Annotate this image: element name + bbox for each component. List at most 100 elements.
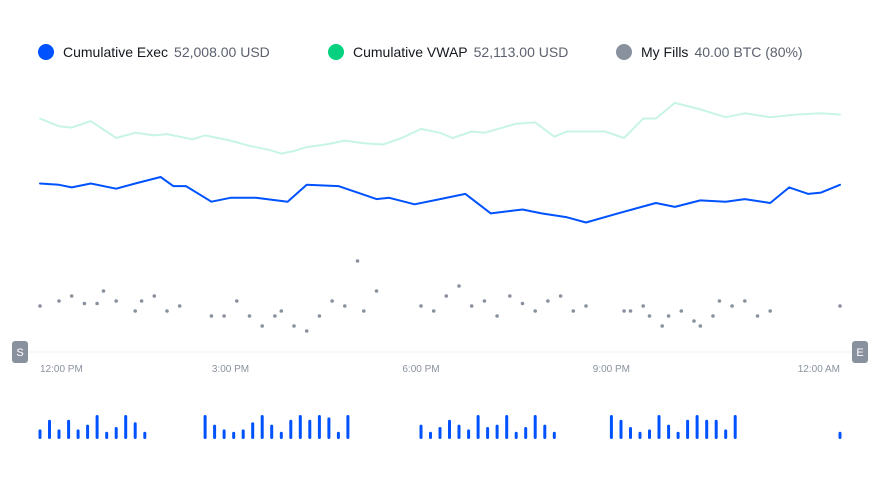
volume-bar — [448, 419, 451, 439]
volume-bar — [48, 419, 51, 439]
fill-point — [355, 259, 360, 263]
x-axis-ticks: 12:00 PM 3:00 PM 6:00 PM 9:00 PM 12:00 AM — [40, 364, 840, 375]
fill-point — [139, 299, 144, 303]
volume-bar — [638, 431, 642, 439]
volume-bar — [695, 415, 699, 439]
fill-point — [571, 309, 576, 313]
fills-scatter-group — [38, 259, 842, 333]
legend-item-cumulative-exec: Cumulative Exec 52,008.00 USD — [38, 40, 270, 64]
exec-series-line — [39, 176, 841, 224]
volume-bar — [251, 422, 255, 439]
legend-value: 52,113.00 USD — [473, 44, 569, 60]
fill-point — [711, 314, 715, 318]
legend-value: 40.00 BTC (80%) — [694, 44, 803, 60]
legend-label: Cumulative VWAP — [353, 44, 468, 60]
fill-point — [660, 324, 664, 328]
volume-bar — [270, 424, 274, 439]
volume-bar — [552, 431, 556, 439]
volume-bar — [279, 431, 283, 439]
fill-point — [743, 299, 747, 303]
volume-bar — [667, 424, 671, 439]
fill-point — [692, 319, 696, 323]
fill-point — [209, 314, 214, 318]
fill-point — [584, 304, 588, 308]
fill-point — [330, 299, 334, 303]
volume-bar — [232, 431, 236, 439]
volume-bar — [38, 429, 42, 439]
legend-value: 52,008.00 USD — [174, 44, 270, 60]
volume-bar — [67, 419, 71, 439]
fill-point — [279, 309, 284, 313]
volume-bar — [308, 419, 312, 439]
volume-bar — [609, 415, 613, 439]
x-tick-label: 9:00 PM — [593, 364, 630, 375]
fill-point — [431, 309, 436, 313]
fill-point — [717, 299, 722, 303]
fill-point — [647, 314, 652, 318]
fill-point — [101, 289, 106, 293]
volume-bar — [124, 415, 128, 439]
range-end-handle-box[interactable] — [852, 341, 868, 363]
fill-point — [82, 301, 87, 306]
fill-point — [247, 314, 252, 318]
range-end-handle[interactable]: E — [852, 341, 868, 363]
volume-bars-group — [38, 415, 842, 439]
fill-point — [222, 314, 226, 318]
x-tick-label: 12:00 AM — [798, 364, 840, 375]
fill-point — [177, 304, 182, 308]
chart-legend: Cumulative Exec 52,008.00 USD Cumulative… — [38, 40, 860, 64]
volume-bar — [543, 424, 547, 439]
fill-point — [133, 309, 137, 313]
x-tick-label: 12:00 PM — [40, 364, 83, 375]
fill-point — [57, 299, 61, 303]
fill-point — [152, 294, 157, 298]
legend-label: My Fills — [641, 44, 689, 60]
volume-bar — [438, 427, 442, 439]
volume-bar — [457, 424, 461, 439]
volume-bar — [648, 429, 651, 439]
legend-dot-fills-icon — [616, 44, 632, 60]
volume-bar — [838, 431, 842, 439]
range-start-handle-label: S — [16, 347, 23, 359]
volume-bar — [213, 424, 217, 439]
volume-bar — [724, 429, 728, 439]
exec-line-group — [39, 176, 841, 224]
fill-point — [755, 314, 760, 318]
volume-bar — [486, 427, 490, 439]
fill-point — [114, 299, 118, 303]
fill-point — [558, 294, 563, 298]
fill-point — [343, 304, 347, 308]
volume-bar — [533, 415, 537, 439]
fill-point — [457, 284, 461, 288]
x-tick-label: 3:00 PM — [212, 364, 249, 375]
volume-bar — [619, 419, 623, 439]
fill-point — [520, 301, 525, 306]
volume-bar — [298, 415, 302, 439]
volume-bar — [467, 429, 471, 439]
fill-point — [444, 294, 449, 298]
volume-bar — [524, 427, 528, 439]
fill-point — [69, 294, 74, 298]
fill-point — [235, 299, 239, 303]
volume-bar — [114, 427, 118, 439]
fill-point — [419, 304, 423, 308]
range-start-handle-box[interactable] — [12, 341, 28, 363]
range-start-handle[interactable]: S — [12, 341, 28, 363]
volume-bar — [143, 431, 147, 439]
volume-bar — [133, 422, 137, 439]
volume-bar — [222, 429, 226, 439]
volume-bar — [317, 415, 321, 439]
fill-point — [838, 304, 842, 308]
fill-point — [641, 304, 645, 308]
volume-bar — [336, 431, 340, 439]
fill-point — [273, 314, 277, 318]
fill-point — [362, 309, 366, 313]
vwap-series-line — [39, 101, 841, 155]
volume-bar — [495, 424, 499, 439]
fill-point — [546, 299, 550, 303]
volume-bar — [241, 429, 245, 439]
fill-point — [698, 324, 703, 328]
legend-item-my-fills: My Fills 40.00 BTC (80%) — [616, 40, 803, 64]
volume-bar — [76, 429, 80, 439]
